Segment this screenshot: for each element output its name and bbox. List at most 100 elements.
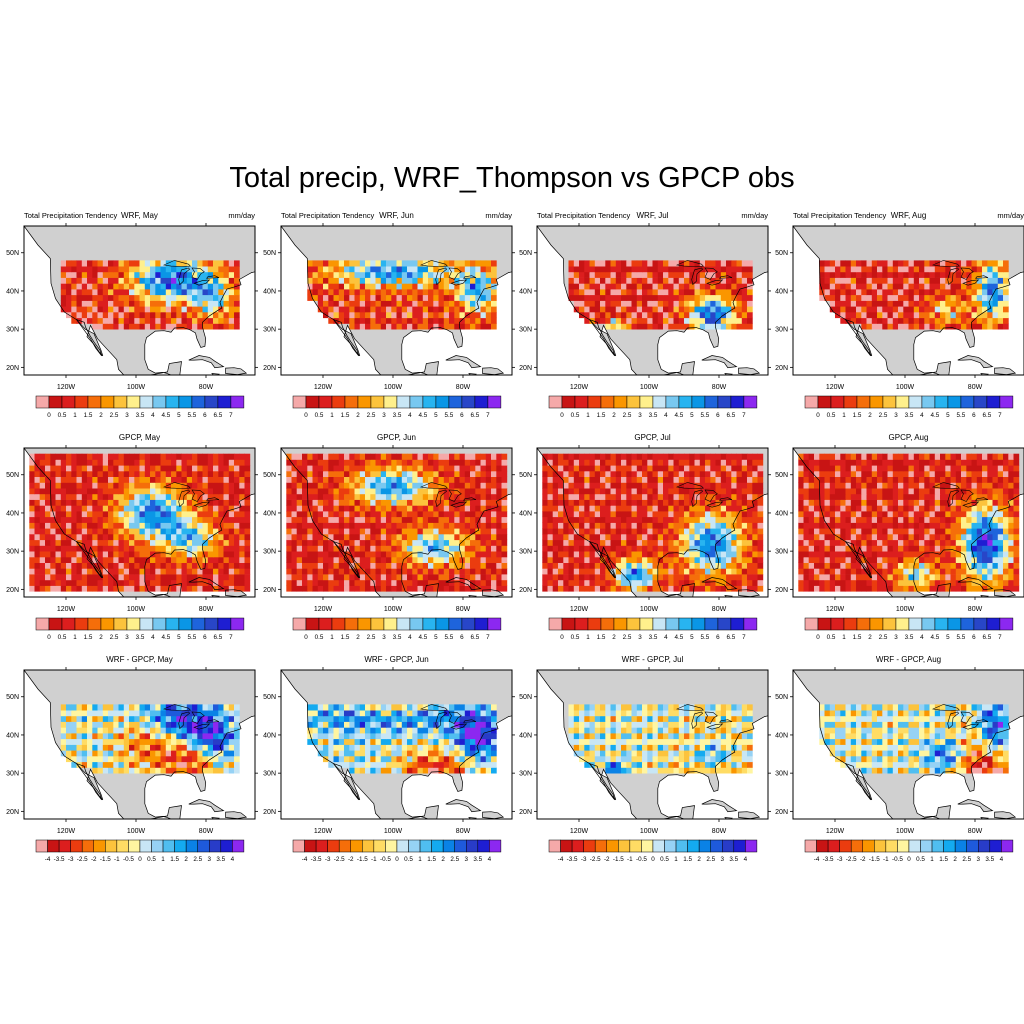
- field-cell: [60, 585, 67, 592]
- field-cell: [55, 505, 62, 512]
- field-cell: [501, 465, 508, 472]
- field-cell: [401, 574, 408, 581]
- field-cell: [694, 551, 701, 558]
- field-cell: [192, 312, 198, 319]
- field-cell: [108, 528, 114, 535]
- field-cell: [391, 323, 397, 330]
- field-cell: [123, 539, 130, 546]
- field-cell: [501, 453, 508, 460]
- field-cell: [92, 476, 98, 483]
- field-cell: [391, 312, 397, 319]
- field-cell: [417, 579, 424, 586]
- field-cell: [757, 516, 764, 523]
- field-cell: [903, 317, 909, 324]
- field-cell: [663, 511, 669, 518]
- field-cell: [694, 562, 701, 569]
- field-cell: [934, 323, 941, 330]
- field-cell: [741, 283, 748, 290]
- field-cell: [291, 511, 298, 518]
- field-cell: [934, 271, 941, 278]
- field-cell: [218, 465, 224, 472]
- field-cell: [663, 476, 669, 483]
- field-cell: [621, 551, 627, 558]
- field-cell: [720, 470, 727, 477]
- field-cell: [375, 511, 382, 518]
- field-cell: [218, 522, 224, 529]
- colorbar-label: 1.5: [341, 634, 350, 641]
- field-cell: [323, 562, 329, 569]
- field-cell: [76, 266, 83, 273]
- field-cell: [454, 459, 460, 466]
- field-cell: [736, 266, 743, 273]
- field-cell: [113, 585, 119, 592]
- field-cell: [652, 266, 659, 273]
- field-cell: [50, 482, 56, 489]
- field-cell: [898, 260, 904, 267]
- field-cell: [165, 459, 172, 466]
- field-cell: [610, 539, 617, 546]
- field-cell: [218, 545, 224, 552]
- field-cell: [307, 482, 313, 489]
- field-cell: [678, 300, 685, 307]
- field-cell: [380, 317, 387, 324]
- field-cell: [234, 562, 240, 569]
- field-cell: [642, 260, 648, 267]
- field-cell: [866, 300, 873, 307]
- field-cell: [600, 568, 606, 575]
- colorbar-swatch: [448, 617, 463, 631]
- field-cell: [689, 266, 695, 273]
- field-cell: [160, 522, 167, 529]
- field-cell: [657, 482, 664, 489]
- field-cell: [600, 283, 606, 290]
- field-cell: [908, 260, 915, 267]
- field-cell: [678, 539, 685, 546]
- field-cell: [579, 289, 585, 296]
- field-cell: [417, 289, 424, 296]
- field-cell: [349, 300, 355, 307]
- field-cell: [657, 528, 664, 535]
- field-cell: [584, 574, 590, 581]
- field-cell: [824, 277, 831, 284]
- field-cell: [631, 323, 638, 330]
- field-cell: [992, 271, 999, 278]
- field-cell: [181, 312, 188, 319]
- field-cell: [81, 300, 88, 307]
- field-cell: [60, 528, 67, 535]
- field-cell: [213, 300, 219, 307]
- field-cell: [568, 271, 575, 278]
- field-cell: [234, 545, 240, 552]
- field-cell: [197, 266, 203, 273]
- field-cell: [87, 476, 93, 483]
- field-cell: [705, 312, 711, 319]
- field-cell: [726, 482, 732, 489]
- field-cell: [647, 579, 653, 586]
- field-cell: [485, 556, 492, 563]
- field-cell: [433, 534, 439, 541]
- field-cell: [589, 574, 596, 581]
- field-cell: [668, 312, 674, 319]
- field-cell: [139, 294, 146, 301]
- field-cell: [207, 271, 214, 278]
- field-cell: [438, 522, 445, 529]
- field-cell: [1003, 317, 1009, 324]
- field-cell: [631, 568, 638, 575]
- precip-field: [542, 453, 764, 592]
- field-cell: [333, 562, 340, 569]
- field-cell: [673, 585, 680, 592]
- field-cell: [396, 476, 403, 483]
- field-cell: [81, 579, 88, 586]
- field-cell: [76, 516, 83, 523]
- field-cell: [412, 453, 418, 460]
- field-cell: [480, 488, 487, 495]
- field-cell: [197, 511, 203, 518]
- field-cell: [45, 568, 51, 575]
- field-cell: [365, 482, 371, 489]
- field-cell: [615, 574, 622, 581]
- field-cell: [45, 488, 51, 495]
- field-cell: [192, 323, 198, 330]
- field-cell: [102, 459, 109, 466]
- field-cell: [485, 534, 492, 541]
- map-frame: [536, 225, 769, 376]
- coastline: [211, 595, 220, 597]
- field-cell: [234, 551, 240, 558]
